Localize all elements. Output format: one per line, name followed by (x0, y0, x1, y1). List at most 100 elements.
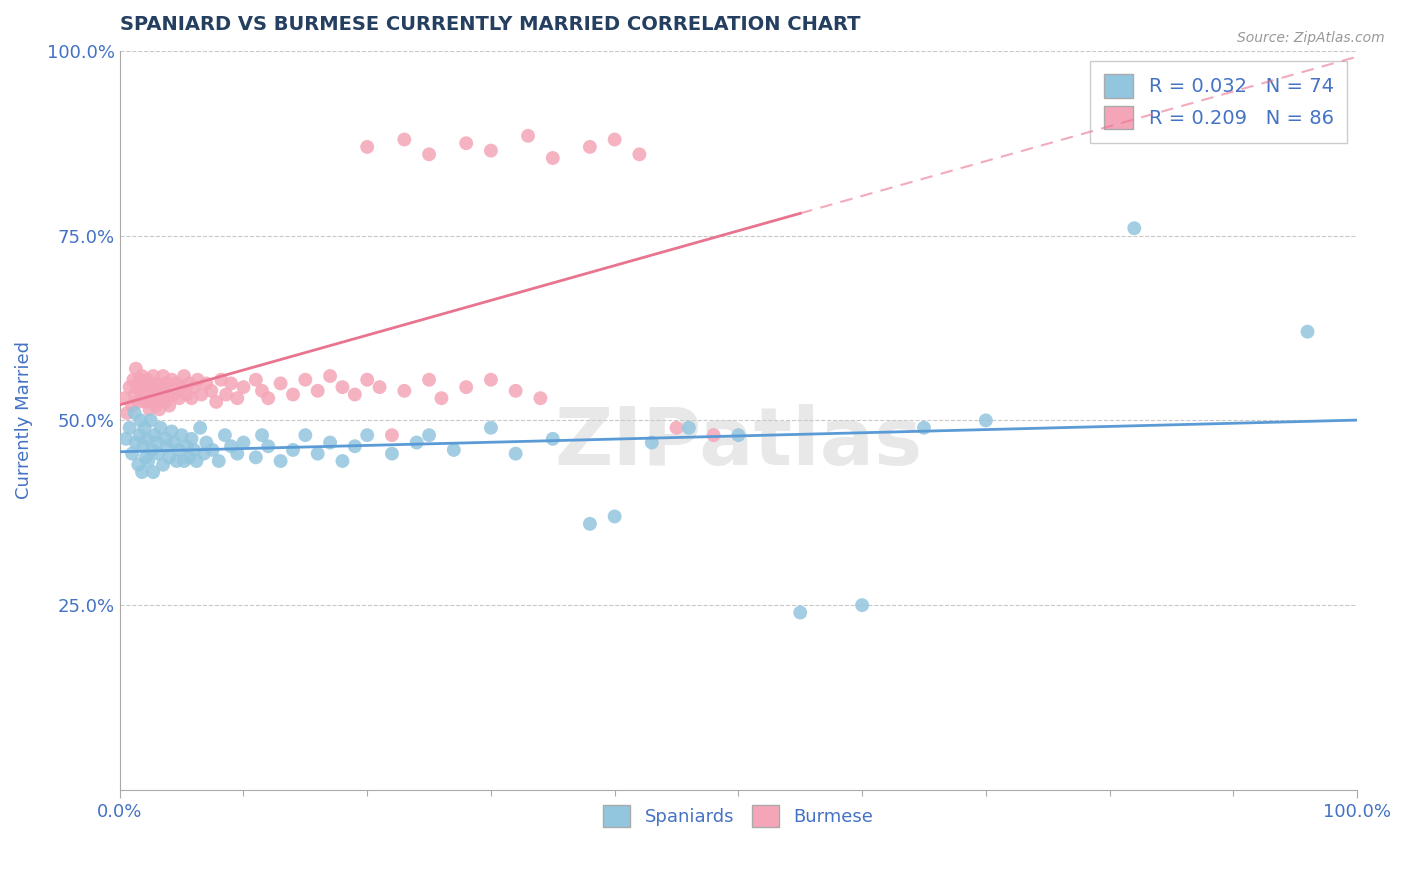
Point (125, 435, 148, 450)
Point (319, 369, 342, 384)
Point (129, 384, 152, 398)
Point (205, 395, 228, 409)
Point (209, 373, 232, 387)
Y-axis label: Currently Married: Currently Married (15, 342, 32, 500)
Point (153, 384, 176, 398)
Point (118, 421, 141, 435)
Point (226, 447, 249, 461)
Point (124, 406, 146, 420)
Point (150, 391, 173, 405)
Point (356, 373, 378, 387)
Point (145, 399, 167, 413)
Point (139, 380, 162, 394)
Point (294, 373, 316, 387)
Point (125, 361, 148, 376)
Point (131, 369, 153, 384)
Point (163, 387, 186, 401)
Point (129, 413, 152, 427)
Point (603, 509, 626, 524)
Point (132, 391, 155, 405)
Point (156, 439, 179, 453)
Point (456, 136, 478, 151)
Point (141, 391, 163, 405)
Point (665, 421, 688, 435)
Point (356, 428, 378, 442)
Point (343, 387, 366, 401)
Point (136, 387, 159, 401)
Point (142, 465, 165, 479)
Point (173, 369, 195, 384)
Point (250, 428, 273, 442)
Point (156, 376, 179, 391)
Point (270, 454, 292, 468)
Point (789, 606, 811, 620)
Point (418, 373, 440, 387)
Point (368, 380, 391, 394)
Point (541, 151, 564, 165)
Point (201, 442, 224, 457)
Point (245, 373, 267, 387)
Point (142, 369, 165, 384)
Point (160, 373, 183, 387)
Point (195, 376, 218, 391)
Point (176, 387, 198, 401)
Point (131, 465, 153, 479)
Point (430, 391, 453, 405)
Point (115, 432, 138, 446)
Point (319, 435, 342, 450)
Point (307, 447, 329, 461)
Point (257, 391, 280, 405)
Point (394, 132, 416, 146)
Point (270, 376, 292, 391)
Point (215, 387, 238, 401)
Point (170, 380, 193, 394)
Point (381, 428, 404, 442)
Point (166, 376, 188, 391)
Point (541, 432, 564, 446)
Legend: Spaniards, Burmese: Spaniards, Burmese (595, 797, 883, 837)
Text: Source: ZipAtlas.com: Source: ZipAtlas.com (1237, 31, 1385, 45)
Point (136, 373, 159, 387)
Point (121, 399, 143, 413)
Point (505, 384, 527, 398)
Point (134, 380, 156, 394)
Point (183, 380, 205, 394)
Point (163, 435, 186, 450)
Point (219, 439, 242, 453)
Point (479, 373, 502, 387)
Point (307, 384, 329, 398)
Point (170, 428, 193, 442)
Point (332, 380, 354, 394)
Point (281, 442, 304, 457)
Point (188, 421, 211, 435)
Point (479, 421, 502, 435)
Point (149, 421, 172, 435)
Point (226, 391, 249, 405)
Point (122, 373, 145, 387)
Point (146, 376, 169, 391)
Point (155, 432, 177, 446)
Point (727, 428, 749, 442)
Point (294, 428, 316, 442)
Point (628, 147, 651, 161)
Point (232, 435, 254, 450)
Point (136, 432, 159, 446)
Point (132, 439, 155, 453)
Point (180, 432, 202, 446)
Point (641, 435, 664, 450)
Point (146, 387, 169, 401)
Point (186, 454, 208, 468)
Point (118, 380, 141, 394)
Point (187, 373, 209, 387)
Point (114, 391, 136, 405)
Point (167, 391, 190, 405)
Point (974, 413, 997, 427)
Point (121, 447, 143, 461)
Point (579, 140, 602, 154)
Point (912, 421, 935, 435)
Point (517, 128, 540, 143)
Point (381, 447, 404, 461)
Point (177, 376, 200, 391)
Point (160, 425, 183, 439)
Point (138, 402, 160, 417)
